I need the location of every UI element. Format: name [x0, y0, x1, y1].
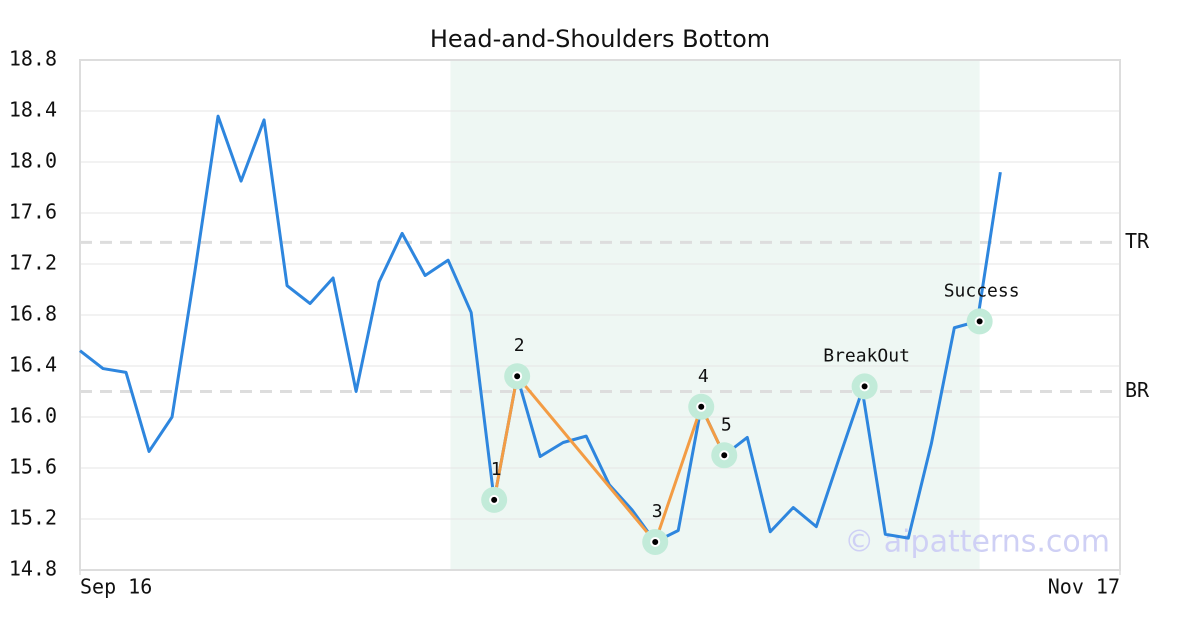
y-tick-label: 15.2	[9, 506, 57, 530]
marker-dot	[696, 401, 707, 412]
marker-dot	[719, 450, 730, 461]
y-tick-label: 16.4	[9, 353, 57, 377]
chart-title: Head-and-Shoulders Bottom	[430, 25, 770, 53]
marker-label: Success	[944, 280, 1020, 301]
marker-label: 5	[721, 414, 732, 435]
x-tick-label: Sep 16	[80, 575, 152, 599]
level-label: TR	[1125, 229, 1150, 253]
x-tick-label: Nov 17	[1048, 575, 1120, 599]
marker-label: 3	[652, 501, 663, 522]
marker-label: 2	[514, 335, 525, 356]
watermark: © aipatterns.com	[844, 525, 1110, 560]
y-tick-label: 16.0	[9, 404, 57, 428]
marker-dot	[512, 371, 523, 382]
marker-dot	[974, 316, 985, 327]
marker-label: 4	[698, 366, 709, 387]
y-tick-label: 17.2	[9, 251, 57, 275]
y-tick-label: 14.8	[9, 557, 57, 581]
y-tick-label: 18.8	[9, 47, 57, 71]
marker-dot	[489, 494, 500, 505]
marker-dot	[859, 381, 870, 392]
y-tick-label: 18.0	[9, 149, 57, 173]
marker-label: BreakOut	[823, 345, 910, 366]
marker-label: 1	[491, 459, 502, 480]
level-label: BR	[1125, 378, 1150, 402]
price-line	[79, 114, 1002, 544]
y-tick-label: 17.6	[9, 200, 57, 224]
y-tick-label: 18.4	[9, 98, 57, 122]
plot-frame	[79, 59, 1121, 571]
y-tick-label: 16.8	[9, 302, 57, 326]
y-tick-label: 15.6	[9, 455, 57, 479]
marker-dot	[650, 536, 661, 547]
